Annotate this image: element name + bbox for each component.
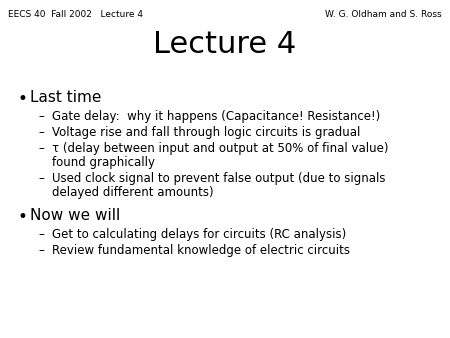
Text: –: –: [38, 110, 44, 123]
Text: τ (delay between input and output at 50% of final value): τ (delay between input and output at 50%…: [52, 142, 388, 155]
Text: EECS 40  Fall 2002   Lecture 4: EECS 40 Fall 2002 Lecture 4: [8, 10, 143, 19]
Text: •: •: [18, 90, 28, 108]
Text: found graphically: found graphically: [52, 156, 155, 169]
Text: –: –: [38, 228, 44, 241]
Text: W. G. Oldham and S. Ross: W. G. Oldham and S. Ross: [325, 10, 442, 19]
Text: Get to calculating delays for circuits (RC analysis): Get to calculating delays for circuits (…: [52, 228, 346, 241]
Text: –: –: [38, 142, 44, 155]
Text: Gate delay:  why it happens (Capacitance! Resistance!): Gate delay: why it happens (Capacitance!…: [52, 110, 380, 123]
Text: Lecture 4: Lecture 4: [153, 30, 297, 59]
Text: •: •: [18, 208, 28, 226]
Text: Voltage rise and fall through logic circuits is gradual: Voltage rise and fall through logic circ…: [52, 126, 360, 139]
Text: –: –: [38, 172, 44, 185]
Text: –: –: [38, 244, 44, 257]
Text: Last time: Last time: [30, 90, 101, 105]
Text: Review fundamental knowledge of electric circuits: Review fundamental knowledge of electric…: [52, 244, 350, 257]
Text: –: –: [38, 126, 44, 139]
Text: Now we will: Now we will: [30, 208, 120, 223]
Text: delayed different amounts): delayed different amounts): [52, 186, 214, 199]
Text: Used clock signal to prevent false output (due to signals: Used clock signal to prevent false outpu…: [52, 172, 386, 185]
